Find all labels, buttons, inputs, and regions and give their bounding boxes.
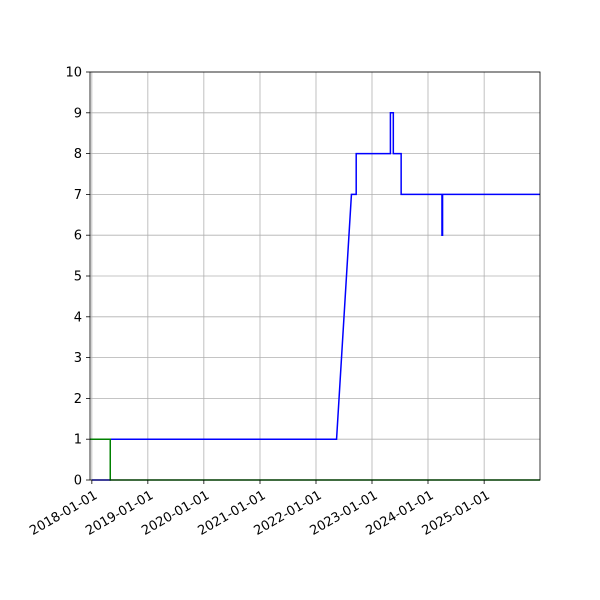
y-axis-ticks: 0 1 2 3 4 5 6 7 8 9 10: [65, 66, 90, 489]
y-tick-label: 1: [74, 433, 82, 448]
y-tick-label: 0: [74, 474, 82, 489]
y-tick-label: 9: [74, 106, 82, 121]
y-tick-label: 5: [74, 270, 82, 285]
y-tick-label: 8: [74, 147, 82, 162]
y-tick-label: 10: [65, 66, 82, 81]
series-line-2: [90, 438, 540, 481]
y-tick-label: 6: [74, 229, 82, 244]
series-line-1: [91, 112, 540, 481]
series-lines: [90, 112, 540, 481]
y-tick-label: 2: [74, 392, 82, 407]
y-tick-label: 4: [74, 310, 82, 325]
y-tick-label: 7: [74, 188, 82, 203]
y-tick-label: 3: [74, 351, 82, 366]
grid: [90, 71, 540, 481]
x-axis-ticks: 2018-01-012019-01-012020-01-012021-01-01…: [27, 480, 493, 539]
